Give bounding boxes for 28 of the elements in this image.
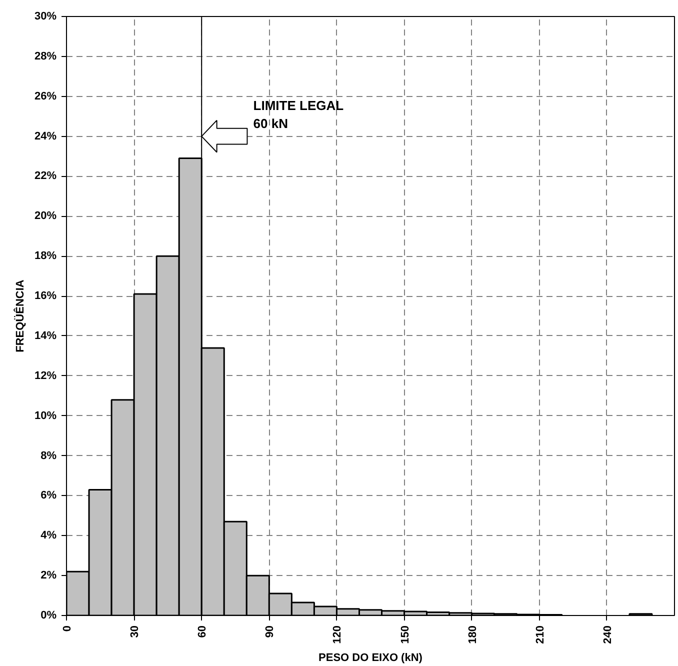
y-tick-label: 16% <box>34 290 57 302</box>
y-tick-label: 8% <box>40 450 57 462</box>
y-tick-label: 0% <box>40 610 57 622</box>
y-tick-label: 10% <box>34 410 57 422</box>
x-tick-label: 210 <box>534 625 546 644</box>
ref-line-label: LIMITE LEGAL 60 kN <box>253 98 344 131</box>
y-tick-label: 24% <box>34 130 57 142</box>
y-tick-label: 20% <box>34 210 57 222</box>
x-tick-label: 150 <box>399 625 412 644</box>
y-tick-label: 26% <box>34 90 57 102</box>
x-tick-label: 180 <box>466 625 479 644</box>
x-tick-label: 30 <box>129 625 142 638</box>
x-tick-label: 60 <box>196 625 209 638</box>
y-tick-label: 28% <box>34 50 57 62</box>
x-tick-label: 240 <box>602 625 614 644</box>
y-tick-label: 2% <box>40 570 57 582</box>
y-tick-label: 14% <box>34 330 57 342</box>
y-tick-label: 18% <box>34 250 57 262</box>
x-tick-label: 90 <box>264 625 276 638</box>
y-tick-label: 22% <box>34 170 57 182</box>
y-tick-label: 12% <box>34 370 57 382</box>
y-tick-label: 30% <box>34 10 57 22</box>
y-tick-label: 6% <box>40 490 57 502</box>
y-tick-label: 4% <box>40 530 57 542</box>
y-axis-title: FREQÜÊNCIA <box>13 280 26 352</box>
x-tick-label: 120 <box>332 625 344 644</box>
x-tick-label: 0 <box>62 625 74 632</box>
x-axis-title: PESO DO EIXO (kN) <box>318 652 423 664</box>
